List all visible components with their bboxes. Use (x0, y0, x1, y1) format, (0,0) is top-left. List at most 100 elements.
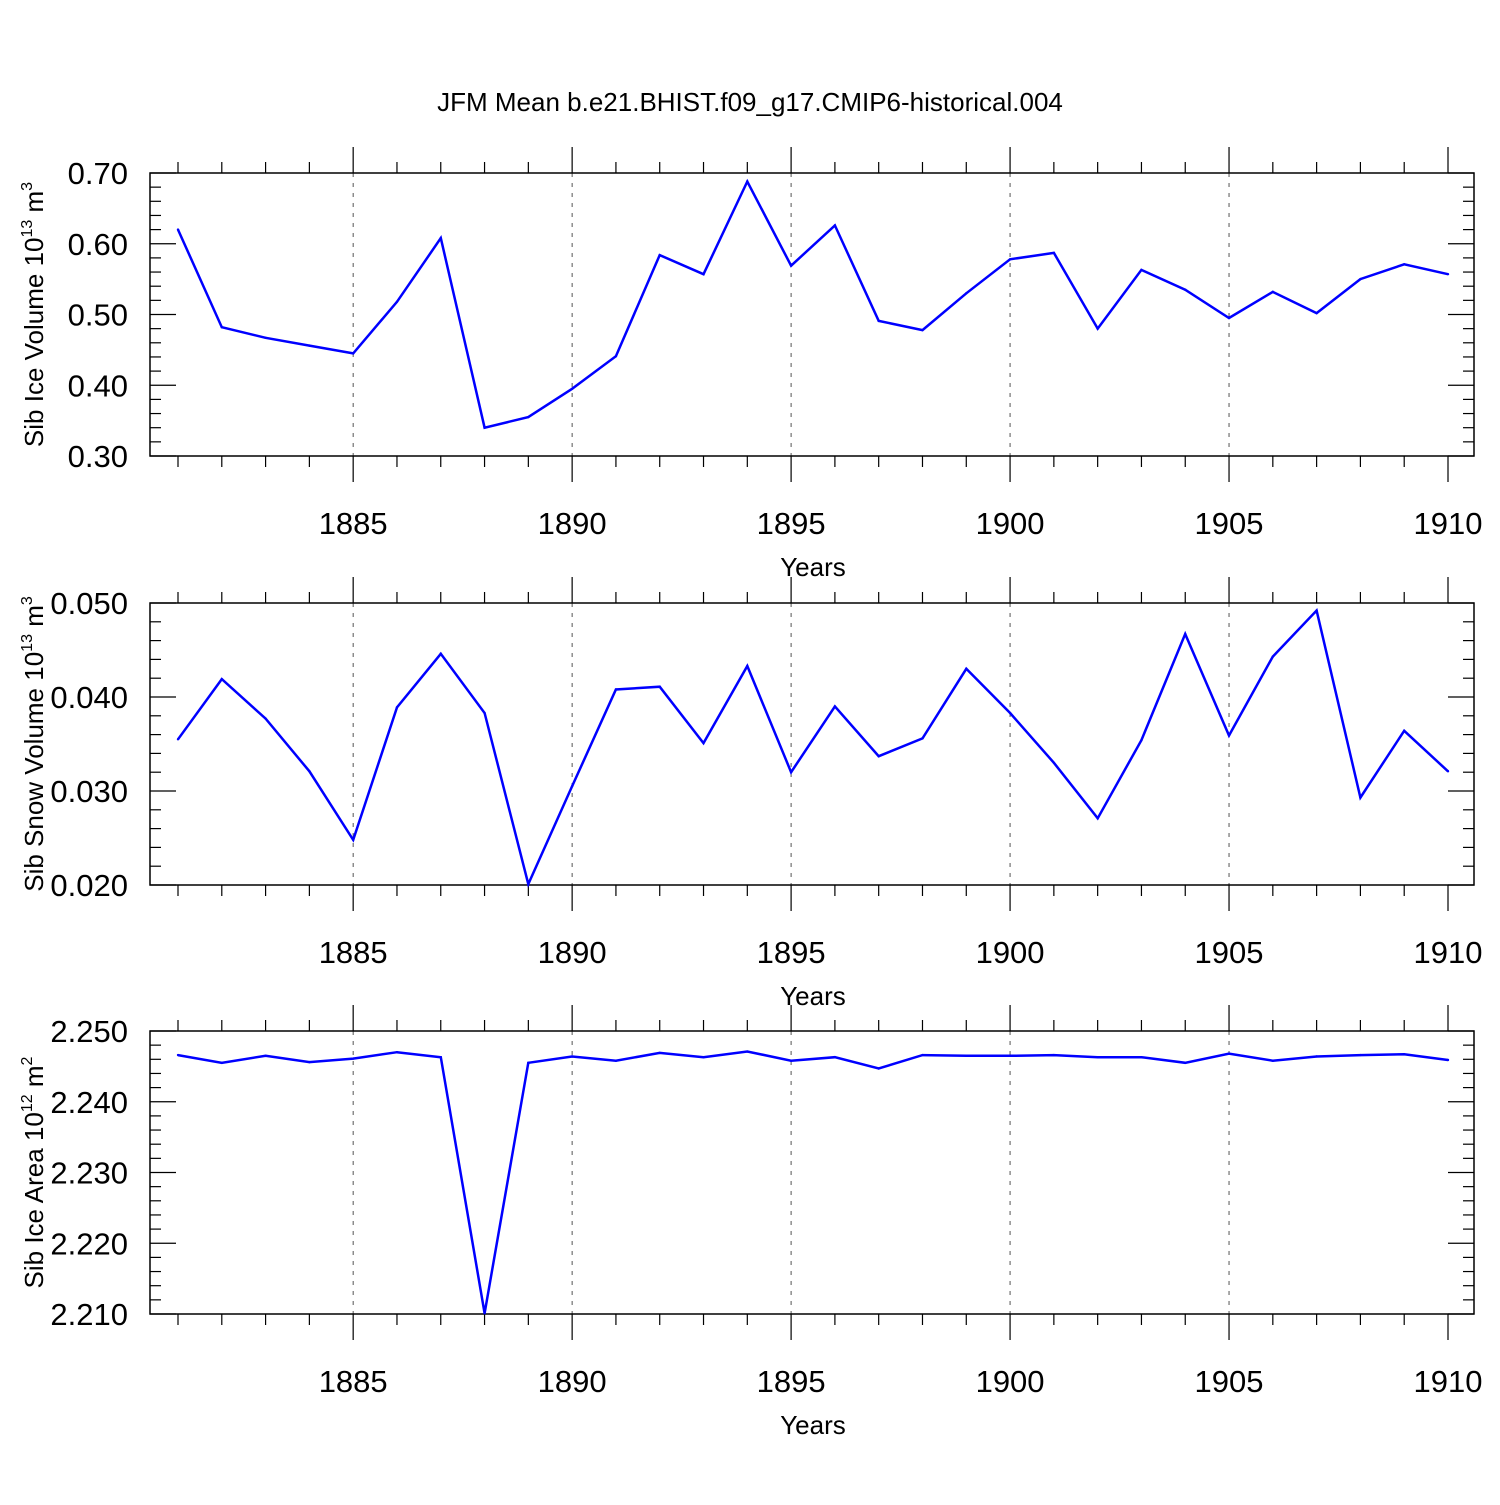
chart-1-point-1900 (1008, 711, 1012, 715)
chart-0-axes-frame (149, 172, 1475, 457)
chart-1-y-axis-label-unit: m (19, 605, 49, 634)
chart-2-x-tick-label: 1895 (757, 1364, 826, 1399)
chart-0-point-1884 (308, 344, 311, 347)
chart-0-point-1906 (1271, 290, 1275, 294)
chart-0-point-1896 (833, 224, 837, 227)
chart-0-point-1881 (176, 228, 180, 231)
chart-1-point-1899 (965, 667, 968, 670)
chart-2-x-tick-label: 1910 (1414, 1364, 1483, 1399)
chart-2-y-axis-label-unit: m (19, 1065, 49, 1094)
chart-1-y-axis-label-text: Sib Snow Volume 10 (19, 652, 49, 892)
panel-ice-volume: 1885 1890 1895 1900 1905 1910 Years 0.30 0.40 0.5… (19, 147, 1482, 582)
chart-1-point-1891 (614, 688, 618, 691)
chart-0-y-tick-label: 0.40 (68, 368, 128, 403)
chart-2-point-1905 (1227, 1052, 1231, 1055)
chart-0-point-1905 (1227, 316, 1231, 320)
chart-0-point-1910 (1446, 272, 1450, 276)
chart-2-y-axis-label: Sib Ice Area 1012 m2 (19, 1056, 49, 1288)
chart-0-x-axis-label: Years (780, 552, 846, 582)
chart-1-point-1888 (483, 711, 486, 715)
chart-0-y-axis-label-text: Sib Ice Volume 10 (19, 238, 49, 448)
panel-snow-volume: 1885 1890 1895 1900 1905 1910 Years 0.020 0.030 0… (19, 577, 1482, 1011)
chart-1-point-1906 (1271, 655, 1275, 658)
chart-0-y-axis-label-exponent: 13 (19, 220, 36, 238)
chart-2-point-1896 (833, 1055, 837, 1059)
chart-0-point-1890 (570, 387, 574, 390)
chart-2-x-tick-label: 1885 (319, 1364, 388, 1399)
chart-2-point-1898 (921, 1053, 924, 1057)
chart-2-point-1900 (1008, 1054, 1012, 1057)
chart-1-point-1907 (1315, 609, 1318, 612)
chart-0-x-tick-label: 1890 (538, 506, 607, 541)
chart-1-point-1885 (351, 838, 355, 842)
chart-2-point-1899 (965, 1054, 968, 1057)
chart-1-point-1890 (570, 785, 574, 788)
chart-1-point-1882 (220, 677, 223, 681)
chart-0-point-1891 (614, 355, 618, 358)
chart-0-y-axis-label-unit: m (19, 191, 49, 220)
chart-1-y-tick-label: 0.030 (50, 774, 128, 809)
chart-2-point-1888 (483, 1312, 486, 1315)
chart-1-point-1886 (395, 706, 399, 709)
chart-1-point-1887 (439, 652, 442, 655)
chart-0-point-1889 (527, 415, 530, 419)
chart-2-point-1893 (702, 1055, 705, 1059)
chart-0-y-axis-label: Sib Ice Volume 1013 m3 (19, 182, 49, 447)
chart-2-point-1906 (1271, 1059, 1275, 1062)
chart-0-point-1903 (1140, 268, 1143, 272)
chart-0-point-1908 (1359, 277, 1362, 281)
chart-0-x-tick-label: 1900 (976, 506, 1045, 541)
chart-2-x-axis-label: Years (780, 1410, 846, 1440)
chart-2-point-1894 (746, 1050, 749, 1053)
chart-0-point-1882 (220, 326, 223, 329)
chart-2-point-1887 (439, 1055, 442, 1059)
chart-2-point-1881 (176, 1053, 180, 1057)
chart-2-x-tick-label: 1890 (538, 1364, 607, 1399)
chart-0-y-tick-label: 0.70 (68, 156, 128, 191)
chart-1-point-1894 (746, 664, 749, 668)
chart-1-y-axis-label-exponent: 13 (19, 634, 36, 652)
chart-2-y-tick-label: 2.230 (50, 1156, 128, 1191)
chart-1-x-tick-label: 1910 (1414, 935, 1483, 970)
chart-1-point-1897 (877, 755, 880, 758)
chart-2-point-1904 (1184, 1061, 1187, 1065)
chart-1-y-axis-label: Sib Snow Volume 1013 m3 (19, 596, 49, 892)
chart-2-y-axis-label-exponent: 12 (19, 1094, 36, 1112)
chart-0-point-1885 (351, 352, 355, 355)
chart-2-point-1885 (351, 1057, 355, 1060)
chart-0-x-tick-label: 1885 (319, 506, 388, 541)
chart-0-point-1895 (789, 264, 793, 267)
chart-1-point-1898 (921, 737, 924, 740)
chart-1-point-1892 (658, 685, 661, 688)
chart-1-point-1908 (1359, 796, 1362, 799)
chart-2-point-1883 (264, 1054, 267, 1057)
chart-0-point-1887 (439, 236, 442, 240)
panel-ice-area: 1885 1890 1895 1900 1905 1910 Years 2.210 2.220 2… (19, 1005, 1482, 1440)
chart-2-y-tick-label: 2.250 (50, 1014, 128, 1049)
chart-0-point-1897 (877, 319, 880, 323)
chart-2-point-1884 (308, 1060, 311, 1064)
chart-0-point-1898 (921, 328, 924, 332)
chart-1-x-axis-label: Years (780, 981, 846, 1011)
chart-1-y-tick-label: 0.050 (50, 586, 128, 621)
chart-2-point-1890 (570, 1055, 574, 1058)
chart-0-point-1894 (746, 180, 749, 183)
chart-title: JFM Mean b.e21.BHIST.f09_g17.CMIP6-histo… (437, 87, 1063, 117)
chart-2-point-1892 (658, 1051, 661, 1055)
chart-2-x-tick-label: 1900 (976, 1364, 1045, 1399)
chart-2-point-1909 (1403, 1053, 1406, 1056)
chart-1-point-1893 (702, 741, 705, 745)
chart-1-axes-frame (149, 602, 1475, 886)
chart-2-point-1907 (1315, 1055, 1318, 1058)
chart-1-point-1881 (176, 738, 180, 741)
chart-1-x-tick-label: 1890 (538, 935, 607, 970)
chart-2-x-tick-label: 1905 (1195, 1364, 1264, 1399)
chart-1-y-tick-label: 0.040 (50, 680, 128, 715)
chart-1-point-1901 (1052, 761, 1056, 764)
chart-1-point-1883 (264, 717, 267, 720)
chart-0-x-tick-label: 1895 (757, 506, 826, 541)
chart-0-point-1902 (1096, 327, 1099, 330)
chart-1-y-tick-label: 0.020 (50, 868, 128, 903)
chart-2-point-1903 (1140, 1055, 1143, 1059)
